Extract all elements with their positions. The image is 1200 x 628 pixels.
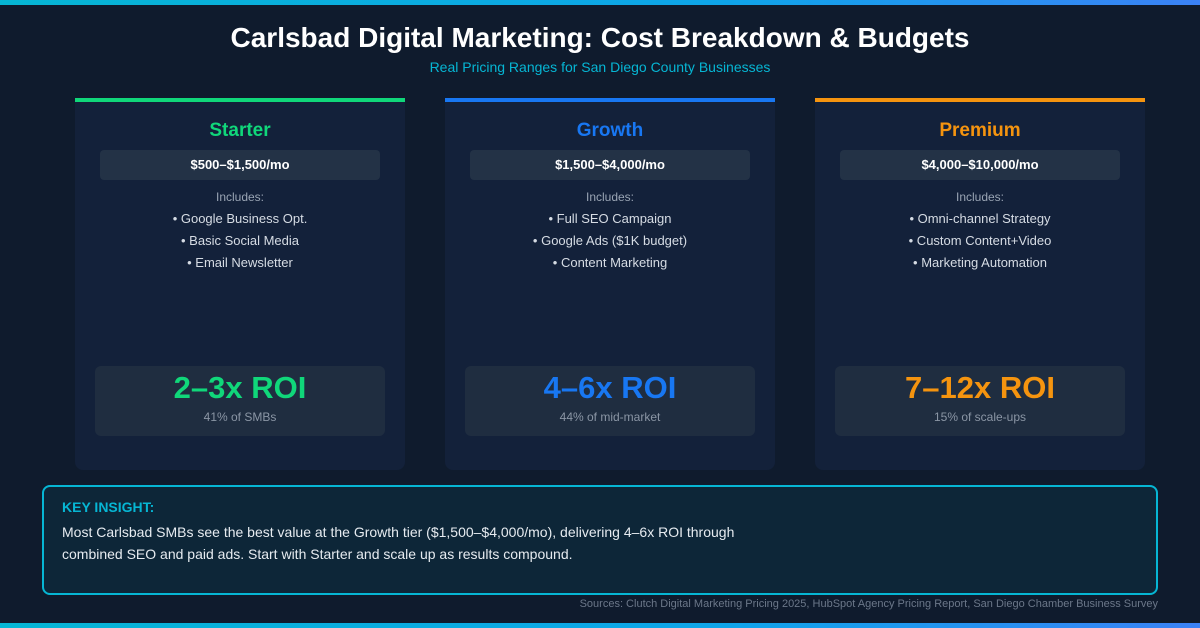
top-accent-bar (0, 0, 1200, 5)
includes-label: Includes: (215, 190, 265, 204)
key-insight-box: KEY INSIGHT: Most Carlsbad SMBs see the … (42, 485, 1158, 595)
tier-name: Starter (209, 120, 271, 141)
roi-value: 4–6x ROI (543, 370, 677, 405)
feature-item: • Content Marketing (552, 255, 668, 270)
includes-label: Includes: (955, 190, 1005, 204)
roi-value: 2–3x ROI (173, 370, 307, 405)
feature-item: • Full SEO Campaign (548, 211, 672, 226)
insight-text: Most Carlsbad SMBs see the best value at… (62, 524, 735, 562)
roi-box: 4–6x ROI 44% of mid-market (465, 366, 755, 436)
feature-item: • Basic Social Media (181, 233, 299, 248)
tier-card-premium: Premium $4,000–$10,000/mo Includes: • Omn… (815, 98, 1145, 470)
feature-item: • Custom Content+Video (908, 233, 1052, 248)
tier-card-starter: Starter $500–$1,500/mo Includes: • Google… (75, 98, 405, 470)
tier-price: $1,500–$4,000/mo (470, 150, 750, 180)
page-title: Carlsbad Digital Marketing: Cost Breakdo… (230, 22, 970, 53)
feature-item: • Omni-channel Strategy (909, 211, 1051, 226)
sources-note: Sources: Clutch Digital Marketing Pricin… (579, 598, 1158, 610)
roi-share: 44% of mid-market (559, 410, 661, 424)
roi-share: 15% of scale-ups (933, 410, 1027, 424)
tier-name: Growth (576, 120, 644, 141)
roi-value: 7–12x ROI (905, 370, 1055, 405)
feature-item: • Google Ads ($1K budget) (532, 233, 688, 248)
roi-box: 2–3x ROI 41% of SMBs (95, 366, 385, 436)
roi-box: 7–12x ROI 15% of scale-ups (835, 366, 1125, 436)
bottom-accent-bar (0, 623, 1200, 628)
insight-heading: KEY INSIGHT: (62, 499, 155, 515)
tier-price: $500–$1,500/mo (100, 150, 380, 180)
tier-price: $4,000–$10,000/mo (840, 150, 1120, 180)
tier-card-growth: Growth $1,500–$4,000/mo Includes: • Full … (445, 98, 775, 470)
feature-item: • Marketing Automation (913, 255, 1047, 270)
tier-name: Premium (939, 120, 1021, 141)
page-subtitle: Real Pricing Ranges for San Diego County… (429, 59, 771, 75)
roi-share: 41% of SMBs (203, 410, 277, 424)
includes-label: Includes: (585, 190, 635, 204)
feature-item: • Google Business Opt. (172, 211, 308, 226)
feature-item: • Email Newsletter (187, 255, 293, 270)
